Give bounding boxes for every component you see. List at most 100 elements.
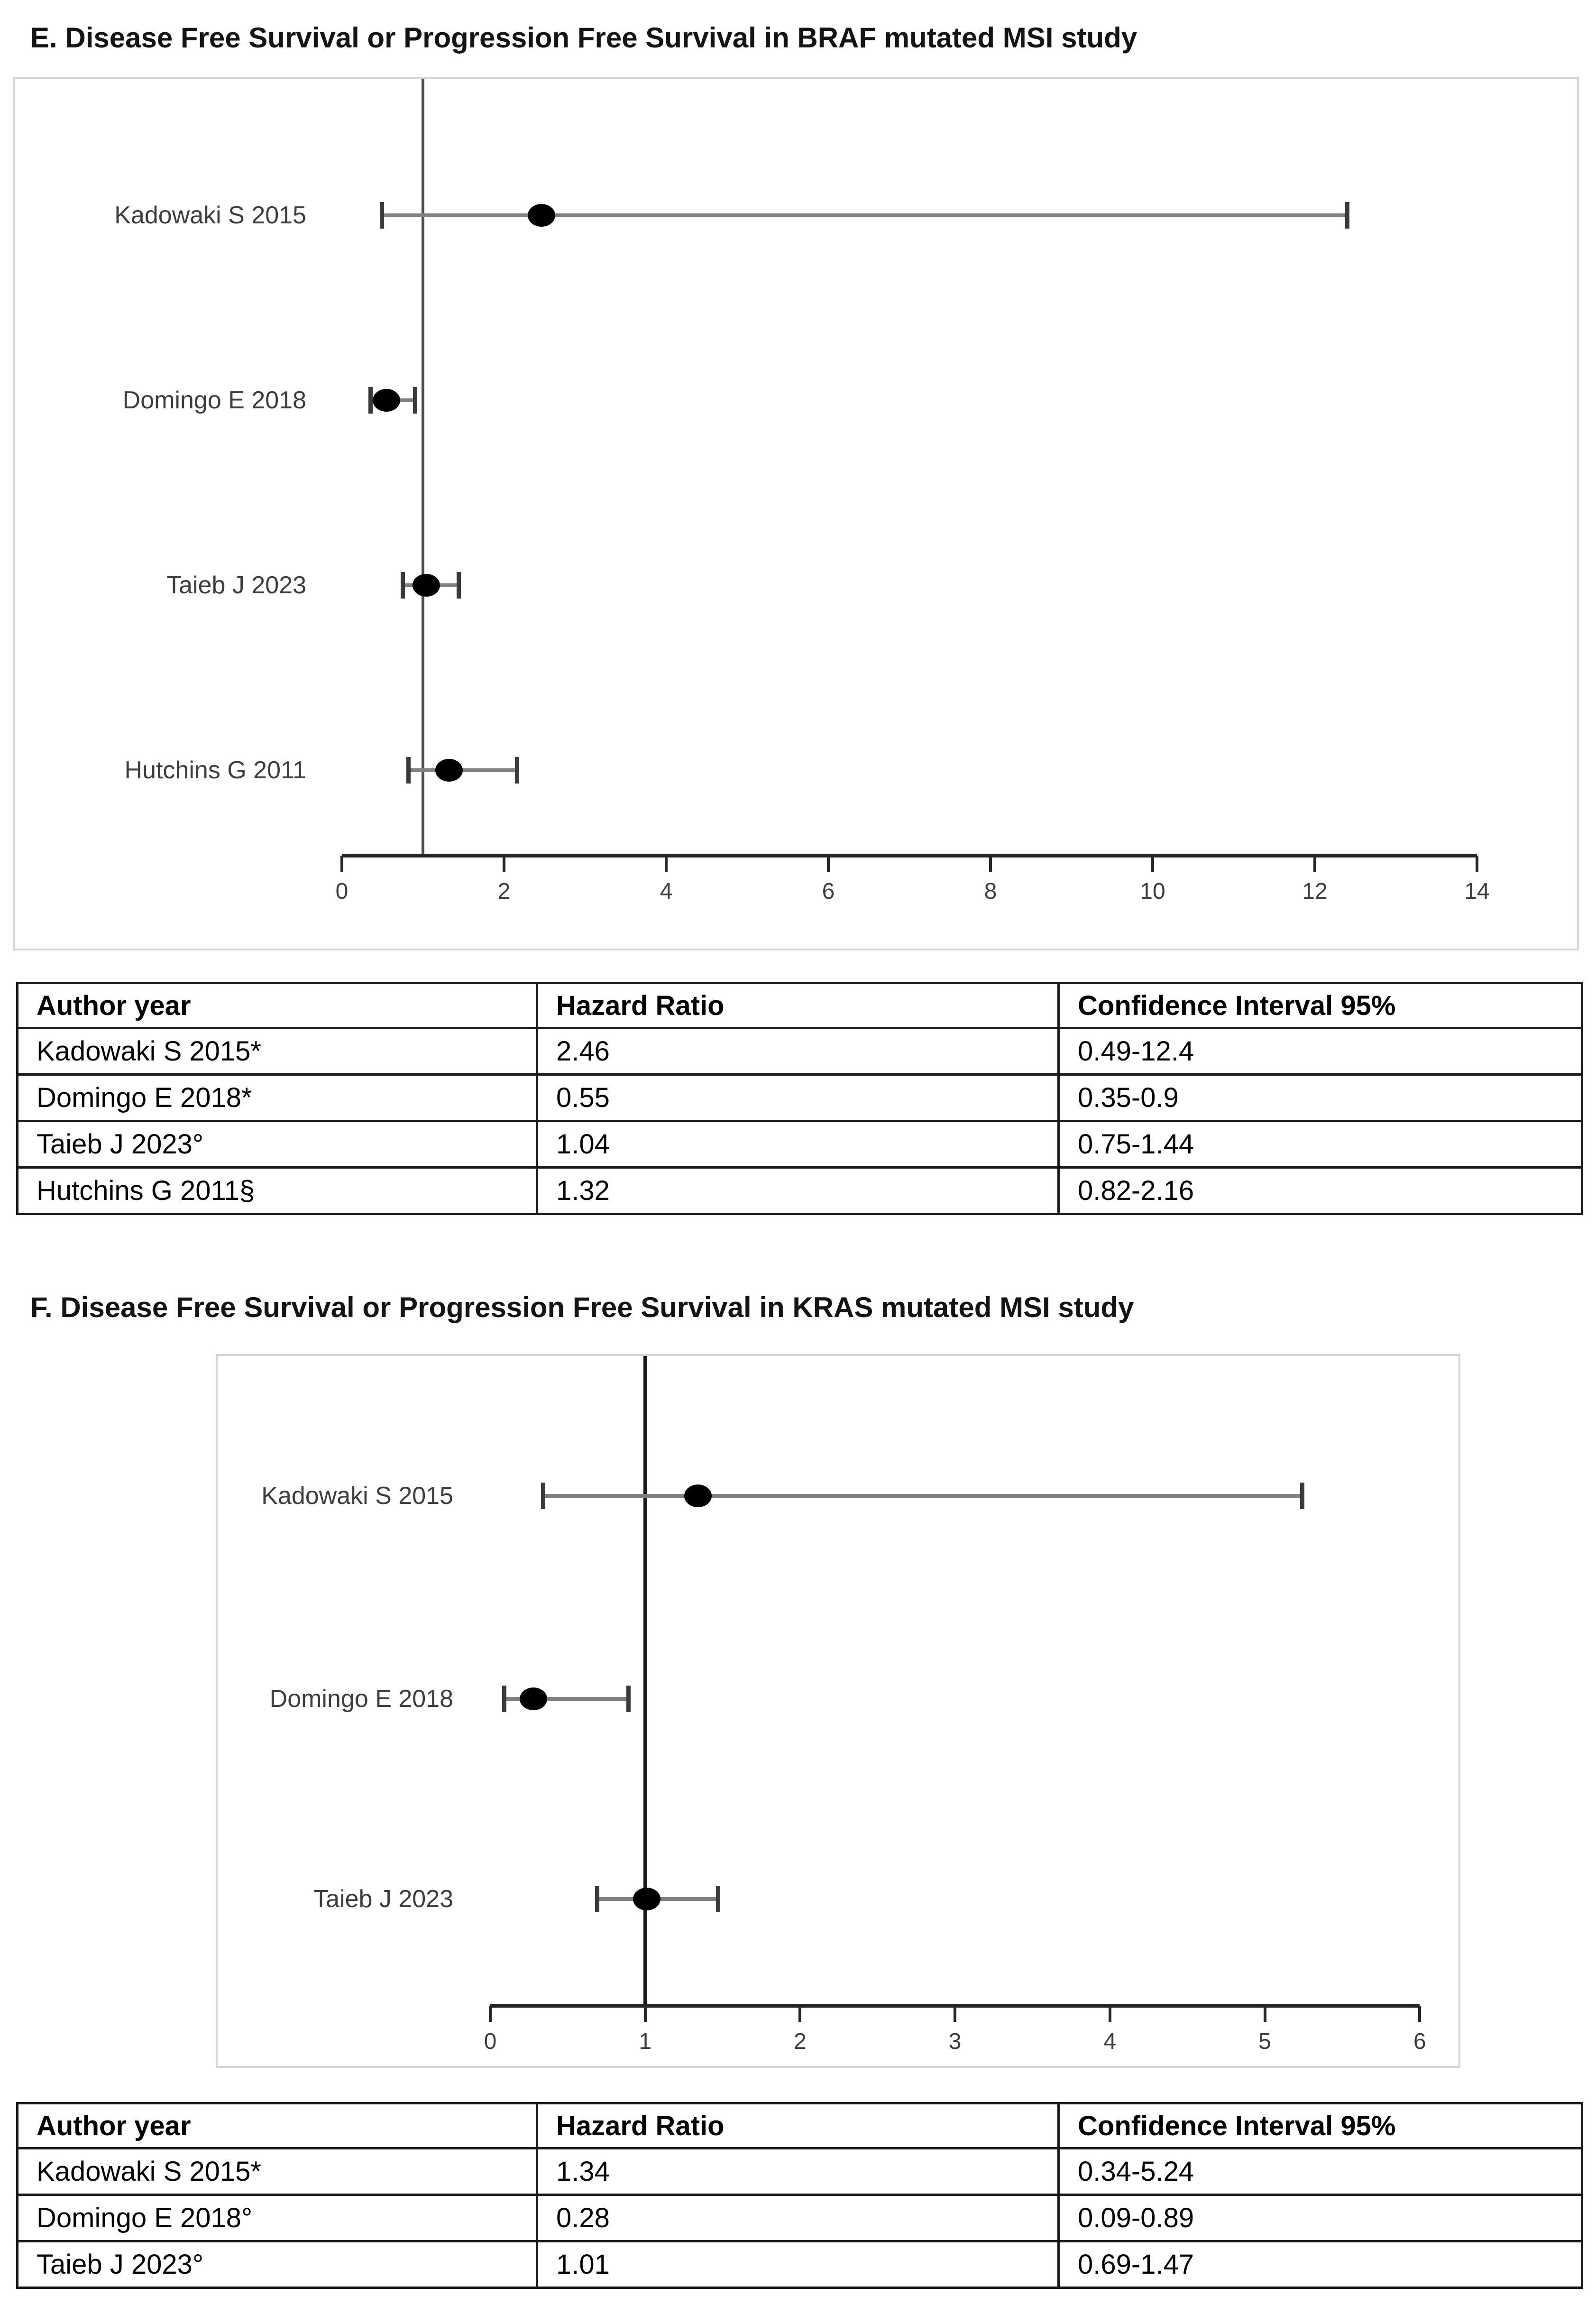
ci-cap-low xyxy=(595,1886,600,1912)
x-axis-tick-label: 2 xyxy=(794,2029,807,2054)
x-axis-tick-label: 8 xyxy=(984,879,997,904)
x-axis-tick-label: 5 xyxy=(1258,2029,1271,2054)
x-axis-tick xyxy=(643,2006,647,2022)
ci-cap-low xyxy=(541,1483,546,1509)
table-row: Taieb J 2023° 1.04 0.75-1.44 xyxy=(16,1120,1583,1169)
table-cell: 0.28 xyxy=(536,2194,1060,2242)
x-axis-tick-label: 0 xyxy=(335,879,349,904)
ci-whisker xyxy=(408,768,517,772)
x-axis-tick-label: 1 xyxy=(639,2029,652,2054)
table-cell: 0.35-0.9 xyxy=(1057,1073,1583,1122)
ci-cap-high xyxy=(515,757,520,784)
table-row: Kadowaki S 2015* 2.46 0.49-12.4 xyxy=(16,1027,1583,1076)
ci-cap-low xyxy=(401,572,405,599)
table-row: Taieb J 2023° 1.01 0.69-1.47 xyxy=(16,2240,1583,2289)
study-label: Hutchins G 2011 xyxy=(124,756,306,784)
hazard-ratio-point xyxy=(633,1888,660,1910)
x-axis-tick-label: 0 xyxy=(484,2029,497,2054)
table-row: Kadowaki S 2015* 1.34 0.34-5.24 xyxy=(16,2147,1583,2196)
ci-cap-high xyxy=(716,1886,721,1912)
ci-cap-high xyxy=(413,387,417,414)
table-header-cell: Hazard Ratio xyxy=(536,2102,1060,2149)
x-axis-tick xyxy=(1418,2006,1422,2022)
x-axis-tick xyxy=(1313,856,1316,872)
ci-cap-high xyxy=(1300,1483,1304,1509)
ci-cap-low xyxy=(368,387,373,414)
table-cell: Kadowaki S 2015* xyxy=(16,2147,538,2196)
study-label: Taieb J 2023 xyxy=(166,572,306,599)
ci-cap-high xyxy=(626,1686,631,1712)
table-header-cell: Hazard Ratio xyxy=(536,982,1060,1029)
ci-whisker xyxy=(381,213,1348,217)
study-label: Domingo E 2018 xyxy=(269,1685,453,1713)
x-axis-tick xyxy=(489,2006,492,2022)
x-axis-tick-label: 6 xyxy=(1413,2029,1426,2054)
hazard-ratio-point xyxy=(373,389,401,412)
ci-whisker xyxy=(543,1494,1302,1498)
table-cell: 0.55 xyxy=(536,1073,1060,1122)
ci-whisker xyxy=(504,1697,628,1701)
hazard-ratio-point xyxy=(412,574,440,597)
x-axis-tick-label: 4 xyxy=(660,879,673,904)
ci-cap-low xyxy=(406,757,411,784)
forest-plot-kras-msi: Kadowaki S 2015 Domingo E 2018 Taieb J 202… xyxy=(216,1354,1460,2068)
x-axis-tick xyxy=(1476,856,1478,872)
forest-plot-braf-msi: Kadowaki S 2015 Domingo E 2018 Taieb J 202… xyxy=(13,77,1579,950)
x-axis-tick xyxy=(798,2006,802,2022)
table-cell: 1.04 xyxy=(536,1120,1060,1169)
x-axis-tick-label: 10 xyxy=(1140,879,1165,904)
x-axis-tick-label: 3 xyxy=(948,2029,962,2054)
table-cell: 0.69-1.47 xyxy=(1057,2240,1583,2289)
table-cell: 1.34 xyxy=(536,2147,1060,2196)
reference-line-hr1 xyxy=(422,79,424,856)
study-label: Kadowaki S 2015 xyxy=(261,1482,453,1510)
table-header-cell: Author year xyxy=(16,982,538,1029)
table-row: Domingo E 2018° 0.28 0.09-0.89 xyxy=(16,2194,1583,2242)
x-axis-tick xyxy=(989,856,992,872)
x-axis-tick xyxy=(1263,2006,1266,2022)
x-axis-tick xyxy=(1151,856,1154,872)
table-cell: Domingo E 2018° xyxy=(16,2194,538,2242)
panel-e-title: E. Disease Free Survival or Progression … xyxy=(30,22,1137,54)
table-cell: 0.09-0.89 xyxy=(1057,2194,1583,2242)
x-axis-tick xyxy=(665,856,668,872)
hazard-ratio-point xyxy=(435,759,463,782)
table-row: Domingo E 2018* 0.55 0.35-0.9 xyxy=(16,1073,1583,1122)
table-header-cell: Confidence Interval 95% xyxy=(1057,2102,1583,2149)
ci-cap-low xyxy=(502,1686,507,1712)
study-label: Kadowaki S 2015 xyxy=(114,202,306,229)
table-cell: 0.82-2.16 xyxy=(1057,1166,1583,1215)
table-cell: 1.01 xyxy=(536,2240,1060,2289)
table-cell: Kadowaki S 2015* xyxy=(16,1027,538,1076)
table-cell: 0.34-5.24 xyxy=(1057,2147,1583,2196)
table-cell: Taieb J 2023° xyxy=(16,1120,538,1169)
x-axis-tick-label: 6 xyxy=(822,879,835,904)
x-axis-tick xyxy=(1108,2006,1111,2022)
panel-f-title: F. Disease Free Survival or Progression … xyxy=(30,1291,1134,1323)
x-axis-tick xyxy=(954,2006,957,2022)
table-cell: Domingo E 2018* xyxy=(16,1073,538,1122)
study-label: Domingo E 2018 xyxy=(122,387,306,414)
hazard-ratio-point xyxy=(684,1484,712,1507)
study-label: Taieb J 2023 xyxy=(313,1885,453,1913)
x-axis-tick-label: 14 xyxy=(1464,879,1490,904)
x-axis-tick-label: 4 xyxy=(1103,2029,1117,2054)
x-axis-tick-label: 12 xyxy=(1302,879,1328,904)
table-cell: 0.49-12.4 xyxy=(1057,1027,1583,1076)
x-axis-line xyxy=(342,854,1477,857)
table-cell: Hutchins G 2011§ xyxy=(16,1166,538,1215)
table-cell: 2.46 xyxy=(536,1027,1060,1076)
ci-cap-low xyxy=(379,202,384,229)
table-cell: Taieb J 2023° xyxy=(16,2240,538,2289)
ci-cap-high xyxy=(1345,202,1350,229)
table-header-row: Author year Hazard Ratio Confidence Interv… xyxy=(16,2102,1583,2149)
reference-line-hr1 xyxy=(643,1356,647,2006)
table-cell: 1.32 xyxy=(536,1166,1060,1215)
kras-msi-hazard-table: Author year Hazard Ratio Confidence Interv… xyxy=(16,2102,1583,2289)
table-header-cell: Confidence Interval 95% xyxy=(1057,982,1583,1029)
braf-msi-hazard-table: Author year Hazard Ratio Confidence Interv… xyxy=(16,982,1583,1215)
table-row: Hutchins G 2011§ 1.32 0.82-2.16 xyxy=(16,1166,1583,1215)
x-axis-tick-label: 2 xyxy=(497,879,511,904)
x-axis-tick xyxy=(827,856,830,872)
